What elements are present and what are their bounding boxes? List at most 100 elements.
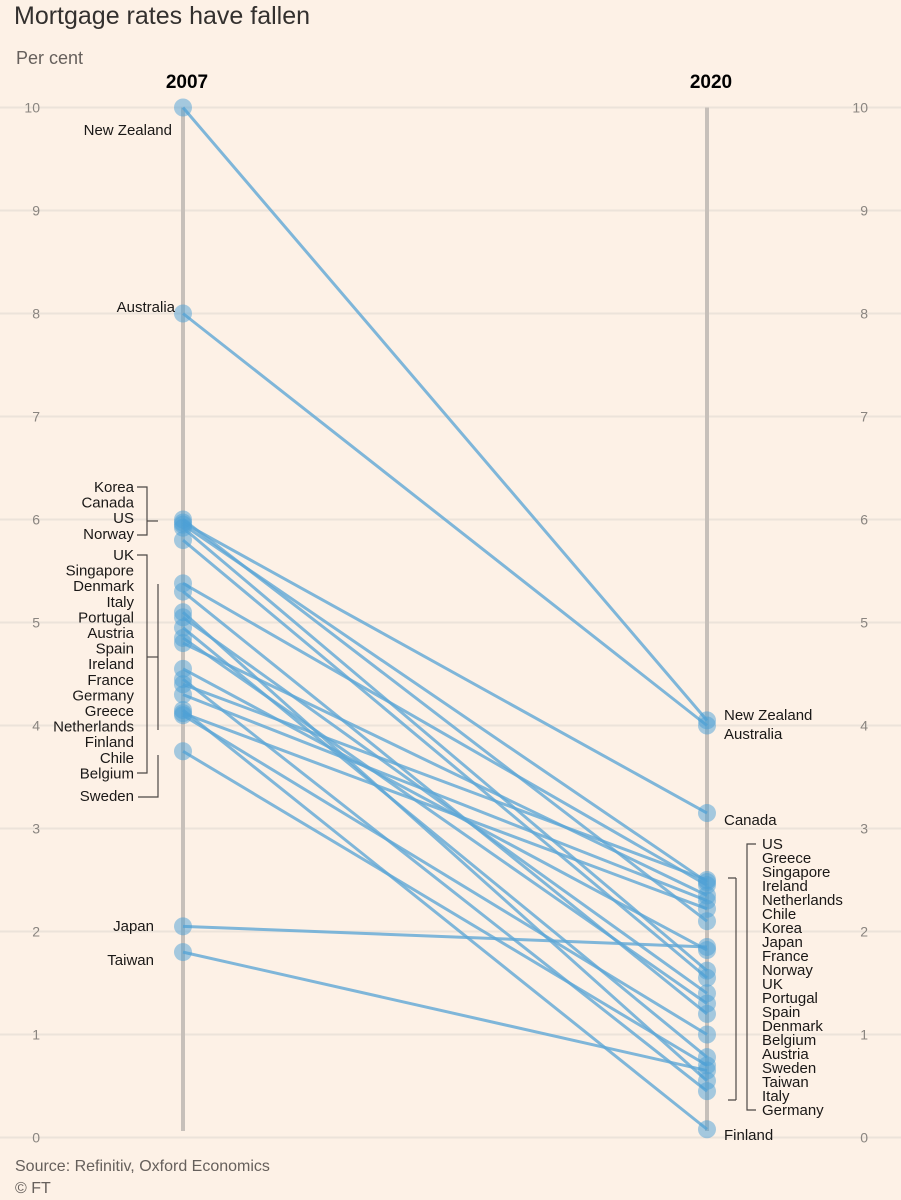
label-2007-germany: Germany <box>72 687 134 704</box>
label-2020-greece: Greece <box>762 850 811 867</box>
line-singapore <box>182 582 708 887</box>
label-2007-japan: Japan <box>113 918 154 935</box>
y-tick-left-0: 0 <box>32 1130 40 1146</box>
y-tick-right-8: 8 <box>860 306 868 322</box>
line-spain <box>182 636 708 1005</box>
label-2020-ireland: Ireland <box>762 878 808 895</box>
label-2020-chile: Chile <box>762 906 796 923</box>
label-2020-japan: Japan <box>762 934 803 951</box>
label-2020-taiwan: Taiwan <box>762 1074 809 1091</box>
label-2007-netherlands: Netherlands <box>53 719 134 736</box>
credit-note: © FT <box>15 1180 51 1197</box>
label-2020-portugal: Portugal <box>762 990 818 1007</box>
dot-2020-chile <box>698 899 716 918</box>
label-2007-portugal: Portugal <box>78 609 134 626</box>
line-portugal <box>182 616 708 995</box>
y-tick-right-3: 3 <box>860 821 868 837</box>
leader-2007-sweden <box>138 755 159 798</box>
bracket-2020-caps <box>728 877 736 1101</box>
y-tick-right-1: 1 <box>860 1027 868 1043</box>
y-tick-left-3: 3 <box>32 821 40 837</box>
label-2007-canada: Canada <box>81 495 134 512</box>
line-germany <box>182 677 708 1093</box>
dot-2007-norway <box>174 518 192 537</box>
label-2020-austria: Austria <box>762 1046 809 1063</box>
line-sweden <box>182 749 708 1067</box>
label-2020-us: US <box>762 836 783 853</box>
chart-subtitle: Per cent <box>16 48 84 68</box>
dot-2020-canada <box>698 804 716 823</box>
y-tick-right-10: 10 <box>852 100 868 116</box>
y-tick-right-0: 0 <box>860 1130 868 1146</box>
line-taiwan <box>182 950 708 1073</box>
y-tick-left-1: 1 <box>32 1027 40 1043</box>
y-tick-right-4: 4 <box>860 718 868 734</box>
dot-2007-uk <box>174 531 192 550</box>
dot-2007-netherlands <box>174 685 192 704</box>
label-2007-ireland: Ireland <box>88 656 134 673</box>
label-2007-korea: Korea <box>94 479 135 496</box>
line-australia <box>182 312 708 727</box>
dot-2020-uk <box>698 968 716 987</box>
label-2020-netherlands: Netherlands <box>762 892 843 909</box>
y-tick-left-6: 6 <box>32 512 40 528</box>
label-2020-denmark: Denmark <box>762 1018 823 1035</box>
label-2007-uk: UK <box>113 547 134 564</box>
y-tick-left-7: 7 <box>32 409 40 425</box>
label-2020-finland: Finland <box>724 1127 773 1144</box>
label-2020-singapore: Singapore <box>762 864 830 881</box>
year-label-2007: 2007 <box>166 72 208 93</box>
dot-2007-denmark <box>174 582 192 601</box>
label-2020-korea: Korea <box>762 920 803 937</box>
label-2007-australia: Australia <box>117 299 176 316</box>
line-italy <box>182 611 708 1082</box>
label-2007-austria: Austria <box>87 625 134 642</box>
label-2020-germany: Germany <box>762 1102 824 1119</box>
label-2007-sweden: Sweden <box>80 788 134 805</box>
dot-2007-taiwan <box>174 943 192 962</box>
chart-title: Mortgage rates have fallen <box>14 2 311 30</box>
line-greece <box>182 682 708 882</box>
line-chile <box>182 711 708 911</box>
label-2007-france: France <box>87 672 134 689</box>
dot-2007-japan <box>174 917 192 936</box>
label-2007-new-zealand: New Zealand <box>84 122 172 139</box>
y-tick-right-5: 5 <box>860 615 868 631</box>
line-ireland <box>182 641 708 897</box>
label-2020-canada: Canada <box>724 812 777 829</box>
line-us <box>182 523 708 884</box>
label-2020-belgium: Belgium <box>762 1032 816 1049</box>
dot-2020-taiwan <box>698 1061 716 1080</box>
line-uk <box>182 538 708 980</box>
label-2020-new-zealand: New Zealand <box>724 707 812 724</box>
y-tick-left-8: 8 <box>32 306 40 322</box>
dot-2020-australia <box>698 716 716 735</box>
bracket-2007-a <box>137 486 148 536</box>
label-2020-norway: Norway <box>762 962 813 979</box>
label-2007-belgium: Belgium <box>80 765 134 782</box>
label-2020-spain: Spain <box>762 1004 800 1021</box>
y-tick-right-7: 7 <box>860 409 868 425</box>
line-norway <box>182 526 708 972</box>
line-japan <box>182 924 708 949</box>
label-2007-us: US <box>113 510 134 527</box>
line-canada <box>182 521 708 815</box>
label-2007-italy: Italy <box>106 594 134 611</box>
year-label-2020: 2020 <box>690 72 732 93</box>
label-2007-norway: Norway <box>83 526 134 543</box>
label-2007-denmark: Denmark <box>73 578 134 595</box>
line-new-zealand <box>181 106 709 722</box>
dot-2007-ireland <box>174 634 192 653</box>
dot-2020-belgium <box>698 1025 716 1044</box>
dot-2020-germany <box>698 1082 716 1101</box>
label-2007-chile: Chile <box>100 750 134 767</box>
dot-2007-belgium <box>174 706 192 725</box>
label-2020-italy: Italy <box>762 1088 790 1105</box>
line-finland <box>182 708 708 1131</box>
dot-2020-spain <box>698 994 716 1013</box>
y-tick-left-4: 4 <box>32 718 40 734</box>
bracket-2020 <box>746 843 756 1111</box>
line-netherlands <box>182 693 708 902</box>
label-2007-greece: Greece <box>85 703 134 720</box>
